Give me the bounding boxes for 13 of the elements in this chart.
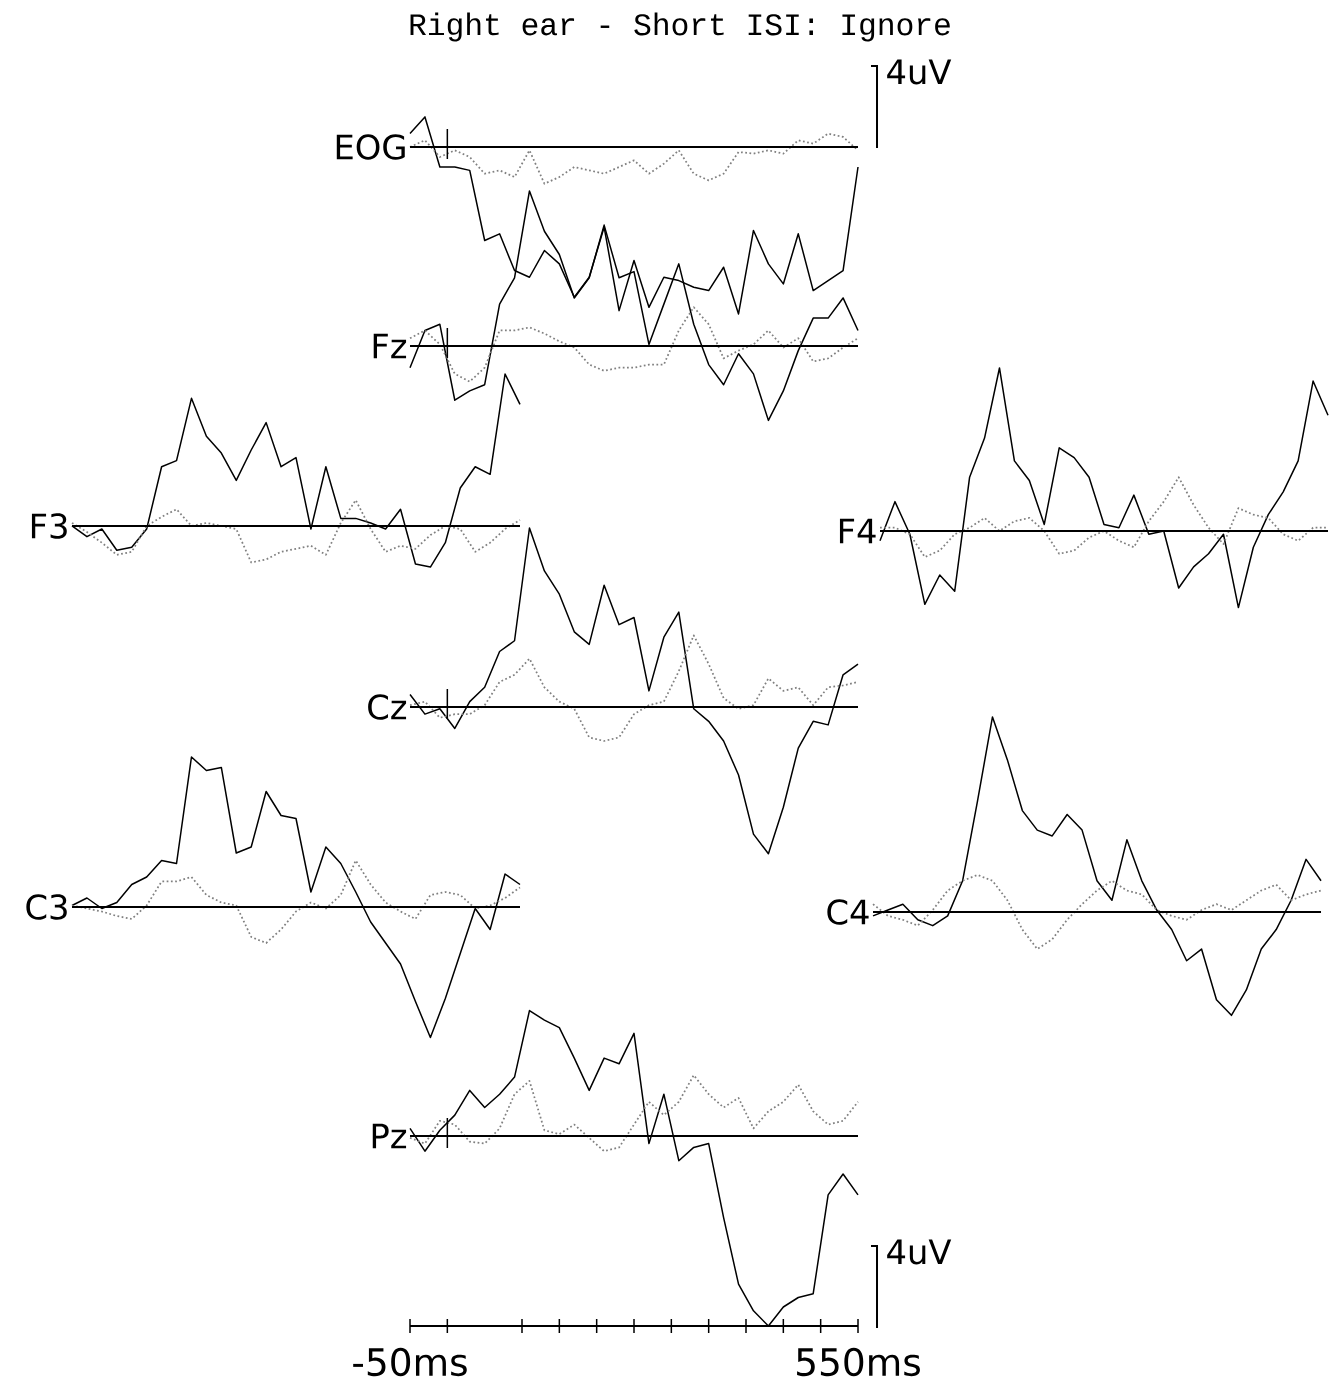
y-axis-title: C3 — [26, 894, 67, 920]
y-axis-title: F4 — [839, 518, 876, 544]
y-axis-title: EOG — [336, 134, 405, 160]
y-axis-title: Pz — [372, 1123, 407, 1149]
x-tick-label: -50ms — [353, 1347, 467, 1377]
text: 4uV — [887, 1239, 952, 1265]
y-axis-title: C4 — [827, 899, 869, 925]
y-axis-title: F3 — [31, 513, 67, 539]
x-tick-label: 550ms — [797, 1347, 920, 1377]
chart-title: Right ear - Short ISI: Ignore — [410, 12, 950, 42]
text: 4uV — [887, 59, 952, 85]
y-axis-title: Cz — [368, 694, 407, 720]
y-axis-title: Fz — [373, 333, 407, 359]
